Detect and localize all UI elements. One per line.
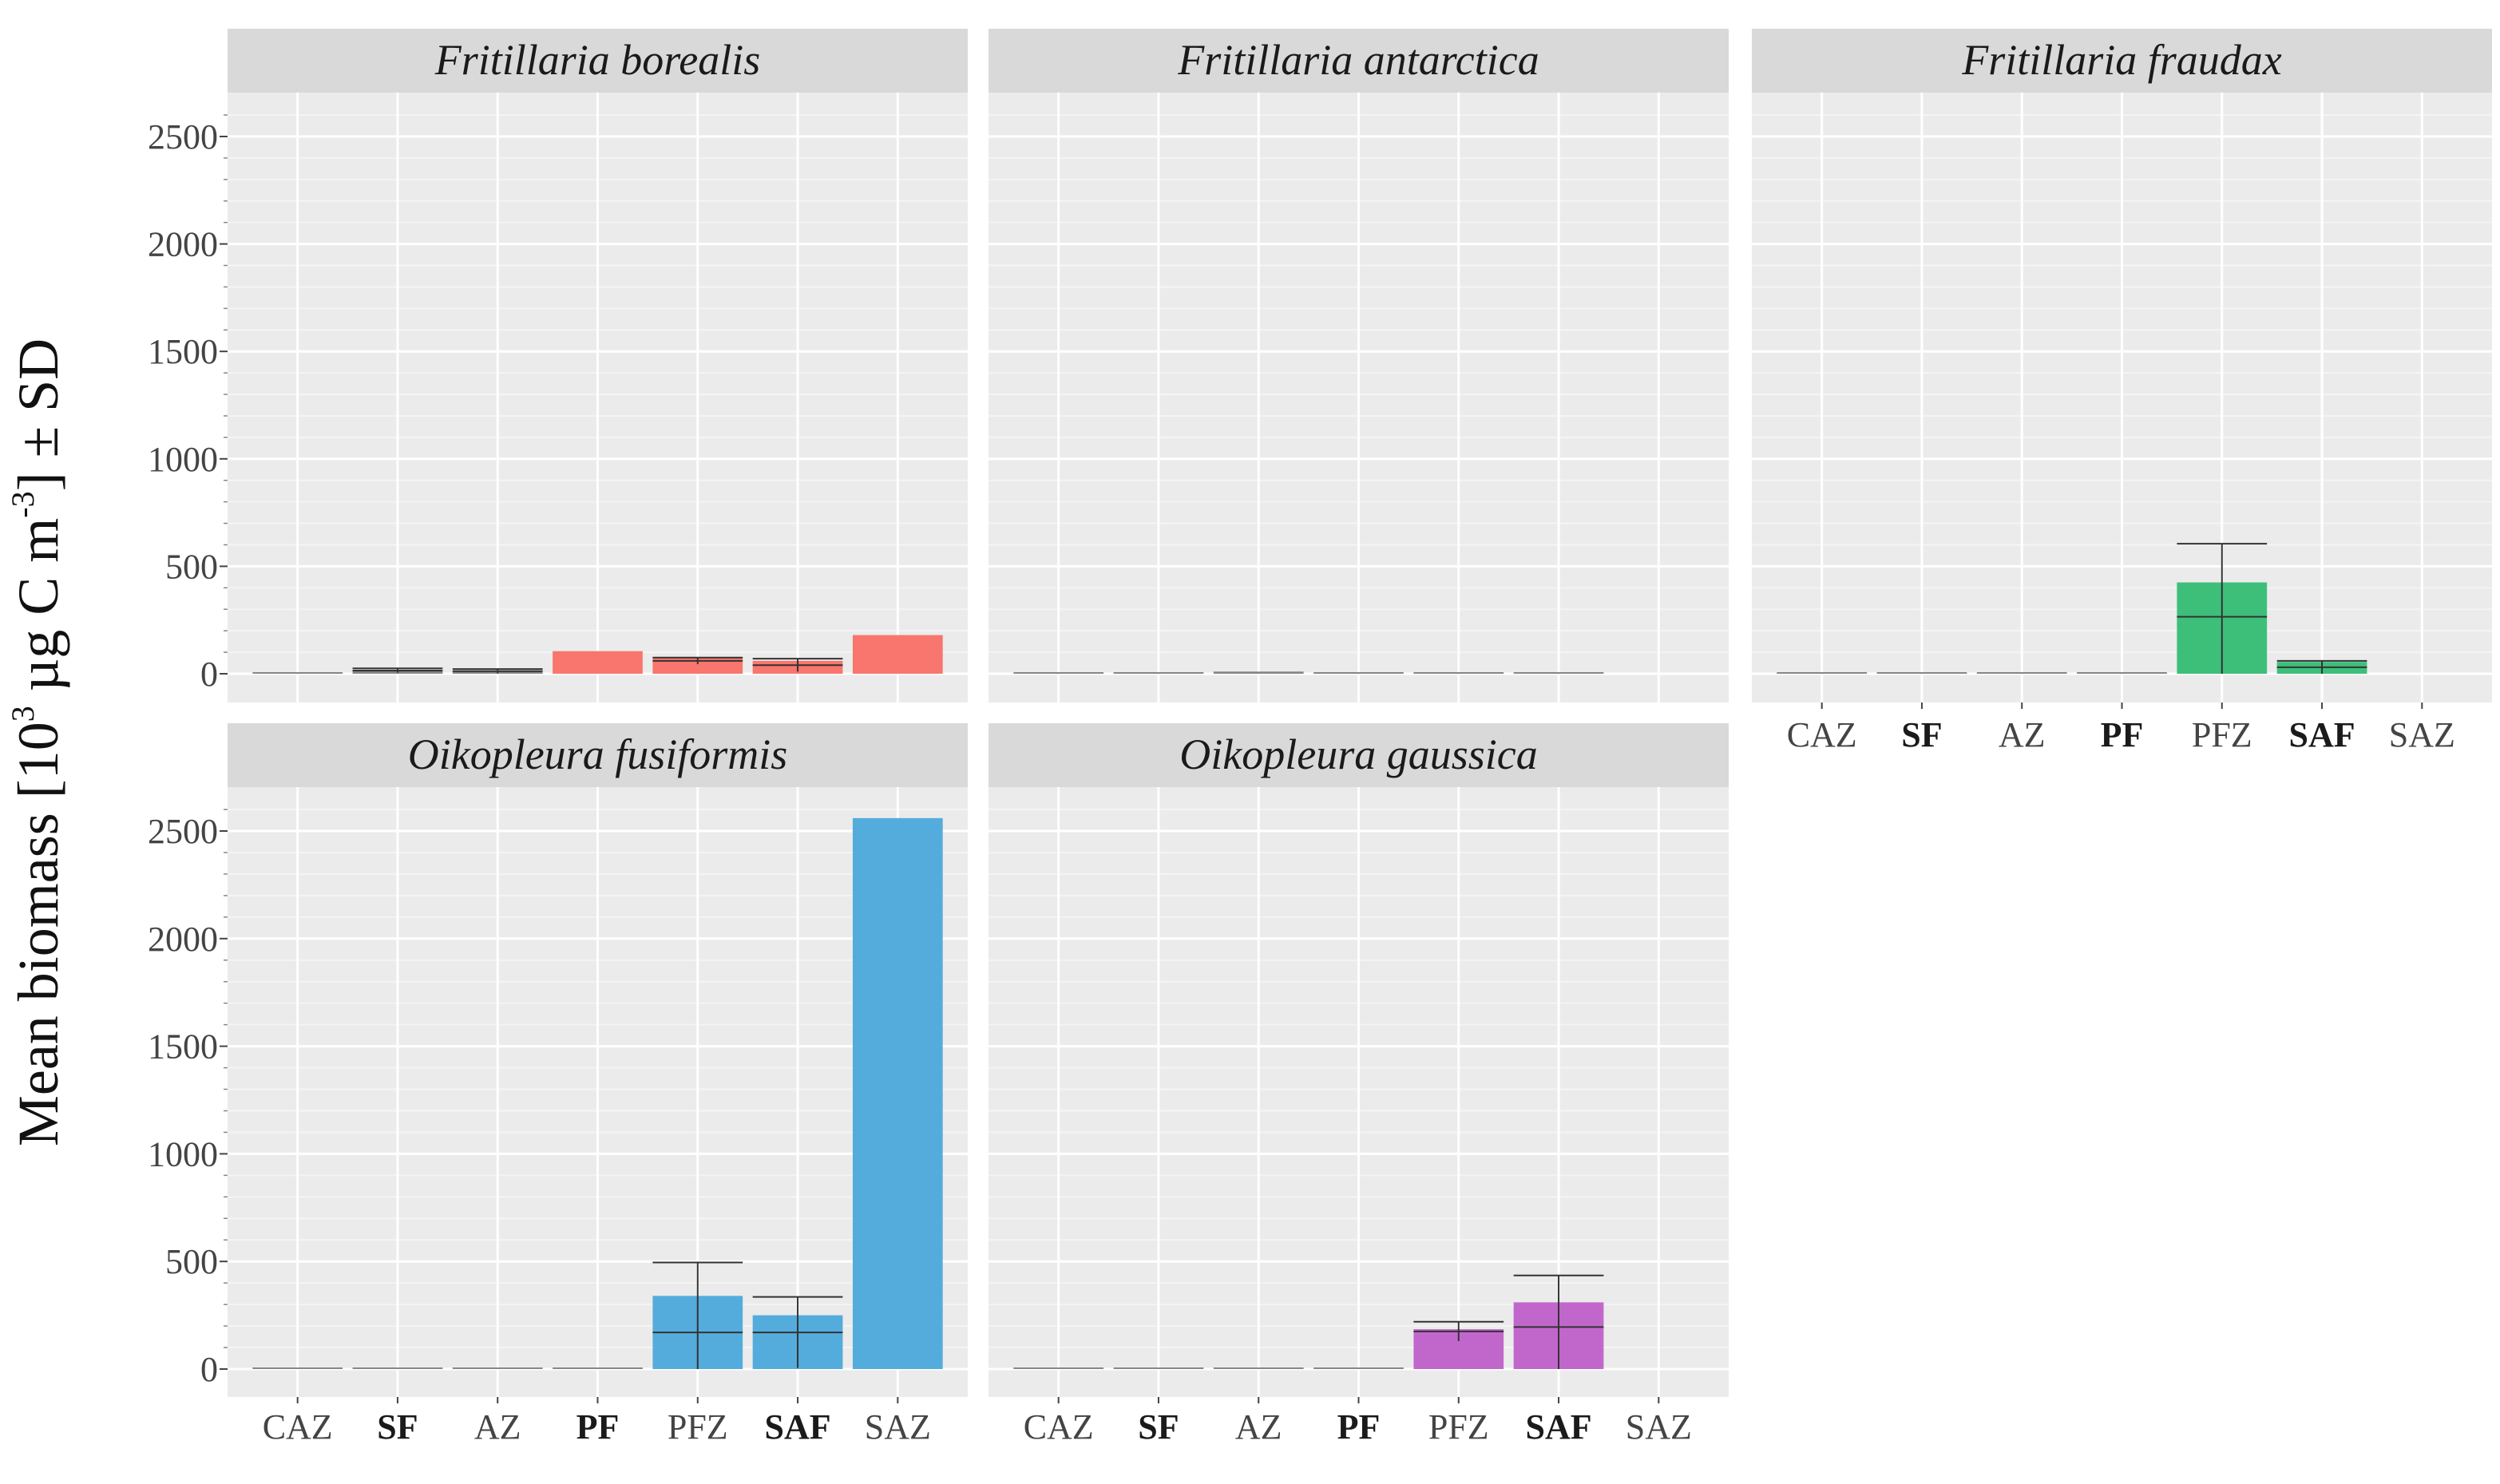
x-tick-label-caz: CAZ [263, 1407, 333, 1446]
bar-saf [1513, 672, 1604, 674]
y-tick-label: 1500 [148, 332, 218, 371]
x-tick-label-saf: SAF [2288, 715, 2355, 754]
bar-caz [1013, 672, 1104, 674]
panel-title: Oikopleura fusiformis [408, 730, 788, 778]
bar-sf [1876, 672, 1967, 674]
bar-az [1976, 672, 2067, 674]
x-tick-label-pf: PF [1337, 1407, 1381, 1446]
bar-saz [852, 817, 943, 1369]
panel-fritillaria-antarctica: Fritillaria antarctica [989, 29, 1729, 702]
panel-title: Fritillaria borealis [434, 36, 761, 84]
panel-strip [228, 723, 968, 787]
y-tick-label: 2000 [148, 920, 218, 959]
x-tick-label-az: AZ [1999, 715, 2046, 754]
x-tick-label-sf: SF [377, 1407, 418, 1446]
bar-pf [2077, 672, 2167, 674]
bar-caz [1013, 1367, 1104, 1369]
x-tick-label-pf: PF [2101, 715, 2144, 754]
x-tick-label-sf: SF [1901, 715, 1942, 754]
bar-pf [553, 1367, 643, 1369]
y-axis-title-exponent-2: -3 [5, 491, 41, 517]
y-tick-label: 2000 [148, 225, 218, 264]
bar-saz [852, 635, 943, 674]
y-tick-label: 500 [165, 1242, 218, 1281]
bar-pf [1313, 1367, 1404, 1369]
y-tick-label: 1500 [148, 1027, 218, 1067]
x-tick-label-caz: CAZ [1787, 715, 1857, 754]
bar-pfz [652, 657, 743, 674]
x-tick-label-pf: PF [576, 1407, 620, 1446]
x-tick-label-caz: CAZ [1024, 1407, 1094, 1446]
bar-pfz [1413, 672, 1504, 674]
panel-strip [989, 29, 1729, 93]
panel-fritillaria-borealis: Fritillaria borealis 0 500 1000 1500 2000 2500 [148, 29, 968, 702]
bar-caz [252, 1367, 343, 1369]
x-tick-label-pfz: PFZ [668, 1407, 728, 1446]
bar-sf [1113, 1367, 1204, 1369]
panel-title: Oikopleura gaussica [1179, 730, 1537, 778]
x-tick-label-pfz: PFZ [2192, 715, 2252, 754]
x-tick-label-pfz: PFZ [1428, 1407, 1489, 1446]
bar-pf [1313, 672, 1404, 674]
bar-az [1213, 1367, 1304, 1369]
y-tick-label: 1000 [148, 440, 218, 479]
y-tick-label: 1000 [148, 1134, 218, 1173]
panel-fritillaria-fraudax: Fritillaria fraudax CAZ SF AZ PF PFZ SAF SAZ [1752, 29, 2492, 754]
panel-strip [989, 723, 1729, 787]
panel-title: Fritillaria fraudax [1961, 36, 2282, 84]
panel-oikopleura-gaussica: Oikopleura gaussica CAZ SF AZ PF PFZ SAF SAZ [989, 723, 1729, 1446]
x-tick-label-sf: SF [1138, 1407, 1179, 1446]
y-axis-title-exponent-1: 3 [5, 706, 41, 722]
bar-az [452, 1367, 543, 1369]
bar-sf [352, 1367, 443, 1369]
bar-caz [252, 672, 343, 674]
panel-strip [1752, 29, 2492, 93]
panel-oikopleura-fusiformis: Oikopleura fusiformis 0 500 1000 1500 2000 250… [148, 723, 968, 1446]
x-tick-label-saf: SAF [1525, 1407, 1591, 1446]
panel-strip [228, 29, 968, 93]
x-tick-label-saz: SAZ [2389, 715, 2455, 754]
panels-layer: Fritillaria borealis 0 500 1000 1500 2000 2500… [148, 29, 2492, 1446]
x-tick-label-saf: SAF [764, 1407, 830, 1446]
x-tick-label-saz: SAZ [1626, 1407, 1692, 1446]
y-tick-label: 0 [200, 655, 218, 694]
y-tick-label: 0 [200, 1350, 218, 1389]
y-tick-label: 500 [165, 547, 218, 586]
x-tick-label-az: AZ [474, 1407, 521, 1446]
bar-caz [1777, 672, 1868, 674]
x-tick-label-saz: SAZ [865, 1407, 931, 1446]
bar-sf [1113, 672, 1204, 674]
y-axis-title: Mean biomass [103 µg C m-3] ± SD [5, 338, 70, 1146]
y-tick-label: 2500 [148, 117, 218, 156]
bar-pf [553, 651, 643, 674]
x-tick-label-az: AZ [1235, 1407, 1282, 1446]
bar-az [1213, 671, 1304, 674]
y-axis-title-unit: µg C m [6, 518, 70, 706]
y-axis-title-main: Mean biomass [10 [6, 722, 70, 1146]
y-axis-title-tail: ] ± SD [6, 338, 70, 492]
panel-title: Fritillaria antarctica [1177, 36, 1539, 84]
y-tick-label: 2500 [148, 812, 218, 851]
